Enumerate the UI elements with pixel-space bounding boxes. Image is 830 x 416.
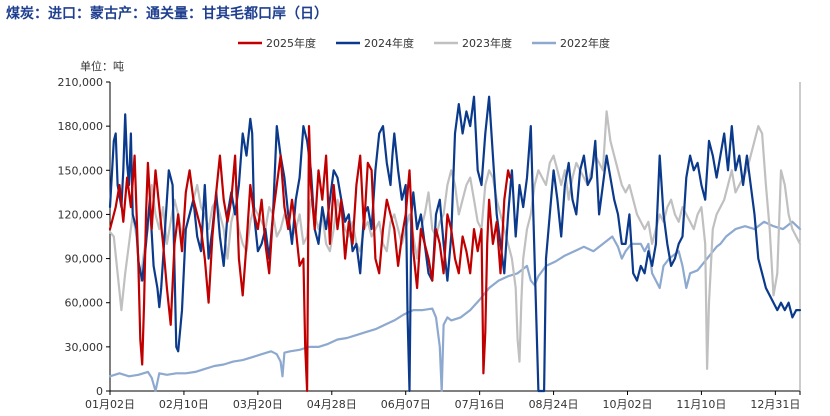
y-tick-label: 120,000 — [58, 208, 104, 221]
y-axis-label: 单位：吨 — [80, 59, 124, 73]
x-tick-label: 11月10日 — [676, 398, 726, 411]
x-tick-label: 06月07日 — [381, 398, 431, 411]
series-line-2022年度 — [108, 220, 802, 393]
x-tick-label: 02月10日 — [159, 398, 209, 411]
legend-label: 2022年度 — [560, 36, 610, 50]
series-line-2024年度 — [108, 95, 802, 393]
chart-title: 煤炭：进口：蒙古产：通关量：甘其毛都口岸（日） — [6, 6, 328, 22]
legend-label: 2023年度 — [462, 36, 512, 50]
x-tick-label: 04月28日 — [307, 398, 357, 411]
x-tick-label: 03月20日 — [233, 398, 283, 411]
y-tick-label: 90,000 — [65, 253, 104, 266]
x-tick-label: 12月31日 — [750, 398, 800, 411]
x-tick-label: 07月16日 — [455, 398, 505, 411]
legend-label: 2024年度 — [364, 36, 414, 50]
y-tick-label: 180,000 — [58, 120, 104, 133]
plot-area — [108, 95, 802, 393]
legend-label: 2025年度 — [266, 36, 316, 50]
series-line-2025年度 — [108, 125, 512, 393]
y-axis: 0 30,000 60,000 90,000 120,000 150,000 180,000… — [58, 76, 111, 398]
y-tick-label: 210,000 — [58, 76, 104, 89]
x-tick-label: 08月24日 — [529, 398, 579, 411]
legend: 2025年度 2024年度 2023年度 2022年度 — [238, 36, 610, 50]
y-tick-label: 60,000 — [65, 297, 104, 310]
y-tick-label: 30,000 — [65, 341, 104, 354]
series-line-2023年度 — [108, 110, 802, 370]
x-tick-label: 10月02日 — [603, 398, 653, 411]
x-axis: 01月02日 02月10日 03月20日 04月28日 06月07日 07月16日 08月2… — [85, 82, 801, 411]
y-tick-label: 0 — [96, 385, 103, 398]
x-tick-label: 01月02日 — [85, 398, 135, 411]
y-tick-label: 150,000 — [58, 164, 104, 177]
